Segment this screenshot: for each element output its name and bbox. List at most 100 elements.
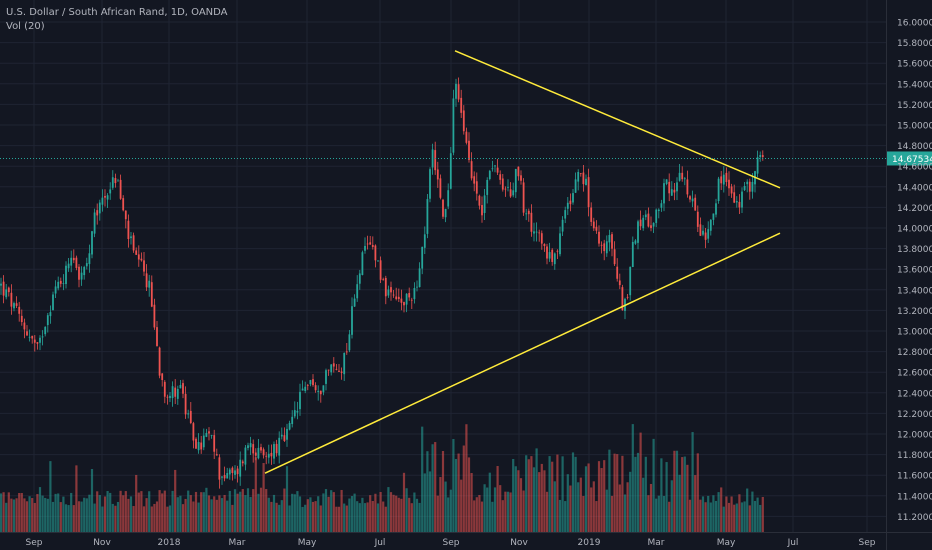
volume-bar [181, 504, 185, 532]
candle-body [80, 272, 83, 280]
candle-body [267, 453, 270, 458]
volume-bar [397, 497, 400, 532]
volume-bar [408, 497, 411, 532]
trendlines[interactable] [264, 50, 781, 474]
candle-body [665, 179, 668, 185]
current-price-label: 14.67534 [892, 155, 932, 165]
volume-bar [691, 432, 694, 532]
volume-bar [15, 498, 18, 532]
candle-body [54, 286, 57, 294]
volume-bar [10, 498, 13, 532]
candle-body [306, 384, 309, 386]
volume-bar [501, 500, 504, 532]
x-tick-label: 2019 [578, 538, 601, 548]
candle-body [644, 214, 647, 218]
candle-body [124, 210, 127, 220]
volume-bar [540, 463, 543, 532]
volume-bar [699, 499, 702, 532]
y-tick-label: 16.00000 [897, 19, 932, 29]
candle-body [338, 370, 340, 372]
candle-body [299, 391, 301, 410]
volume-bar [582, 496, 585, 532]
volume-bar [171, 490, 174, 532]
candle-body [223, 475, 226, 479]
candle-body [179, 384, 182, 389]
volume-bar [205, 487, 208, 532]
candle-body [426, 199, 429, 234]
candle-body [491, 168, 494, 170]
candle-body [556, 250, 559, 252]
volume-bar [301, 506, 304, 532]
volume-bar [545, 491, 549, 532]
volume-bar [72, 505, 75, 532]
volume-bar [343, 503, 346, 532]
candle-body [41, 336, 44, 338]
volume-bar [548, 456, 551, 532]
volume-bar [504, 491, 507, 532]
volume-bar [90, 469, 94, 532]
candle-body [611, 234, 613, 249]
candle-body [70, 257, 73, 266]
candle-body [101, 197, 104, 205]
volume-bar [480, 501, 484, 532]
volume-bar [176, 497, 179, 532]
candle-body [39, 337, 41, 343]
volume-bar [418, 502, 421, 532]
candle-body [364, 245, 366, 251]
volume-bar [64, 504, 68, 532]
volume-bar [231, 504, 234, 532]
volume-bar [158, 490, 161, 532]
y-tick-label: 12.80000 [897, 348, 932, 358]
candle-body [460, 97, 463, 113]
trendline[interactable] [454, 50, 781, 189]
x-axis[interactable]: Sep Nov 2018 Mar May Jul Sep Nov 2019 Mar May Jul Se… [0, 532, 932, 549]
volume-bar [116, 501, 120, 532]
candle-body [28, 336, 31, 338]
volume-bar [491, 501, 494, 532]
y-tick-label: 14.20000 [897, 204, 932, 214]
candle-body [241, 461, 244, 464]
candle-body [527, 210, 530, 215]
volume-bar [623, 494, 627, 532]
volume-bar [577, 482, 580, 532]
candle-body [88, 253, 91, 265]
volume-bar [174, 469, 177, 532]
volume-bar [340, 489, 343, 532]
candle-body [353, 298, 356, 307]
volume-indicator-label[interactable]: Vol (20) [6, 21, 45, 32]
candle-body [408, 293, 411, 298]
volume-bar [629, 471, 632, 532]
volume-bar [272, 494, 276, 532]
candle-body [582, 172, 585, 185]
candle-body [434, 150, 437, 171]
candle-body [13, 303, 15, 309]
candle-body [228, 469, 231, 475]
volume-bar [215, 499, 218, 532]
candle-body [91, 231, 93, 255]
volume-bar [441, 450, 445, 532]
candle-body [587, 177, 590, 208]
chart-title[interactable]: U.S. Dollar / South African Rand, 1D, OA… [6, 7, 228, 18]
trendline[interactable] [264, 232, 781, 474]
y-axis[interactable]: 16.00000 15.80000 15.60000 15.40000 15.20000… [886, 0, 932, 550]
volume-bar [374, 493, 377, 532]
candle-body [486, 179, 489, 195]
volume-bar [618, 484, 621, 532]
volume-bar [244, 495, 247, 532]
candle-body [436, 169, 439, 180]
y-tick-label: 13.80000 [897, 245, 932, 255]
y-tick-label: 15.20000 [897, 101, 932, 111]
volume-bar [306, 499, 309, 532]
candle-body [403, 302, 405, 306]
volume-bar [400, 498, 403, 532]
candle-body [332, 363, 335, 367]
volume-bar [49, 461, 52, 532]
candle-body [639, 219, 642, 227]
y-tick-label: 15.40000 [897, 80, 932, 90]
volume-bar [200, 492, 203, 532]
volume-bar [239, 491, 242, 532]
y-tick-label: 13.40000 [897, 286, 932, 296]
candle-body [23, 322, 26, 330]
volume-bar [688, 499, 692, 532]
